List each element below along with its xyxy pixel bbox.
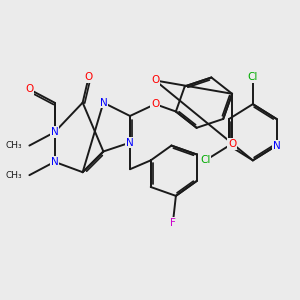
Text: N: N [273,141,280,151]
Text: O: O [85,73,93,82]
Text: F: F [170,218,176,227]
Text: O: O [228,139,236,149]
Text: Cl: Cl [200,155,211,165]
Text: CH₃: CH₃ [5,171,22,180]
Text: O: O [25,84,34,94]
Text: N: N [51,127,58,137]
Text: N: N [100,98,107,108]
Text: O: O [151,76,159,85]
Text: N: N [51,157,58,167]
Text: CH₃: CH₃ [5,141,22,150]
Text: Cl: Cl [248,73,258,82]
Text: N: N [126,138,134,148]
Text: O: O [151,99,159,109]
